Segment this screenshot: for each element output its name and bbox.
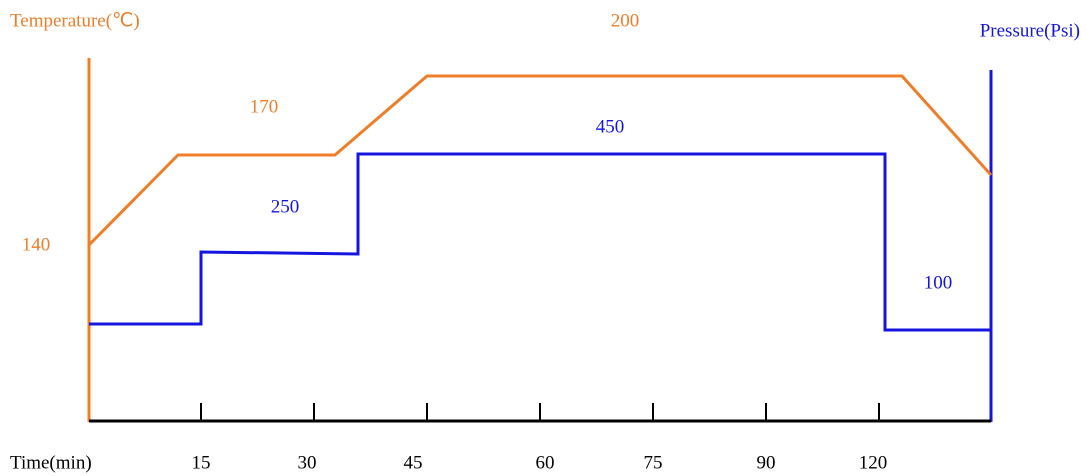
pressure-title: Pressure(Psi) xyxy=(980,20,1080,41)
pressure-label: 100 xyxy=(924,272,953,293)
temperature-label: 200 xyxy=(611,10,640,31)
time-title: Time(min) xyxy=(10,452,92,473)
temperature-profile xyxy=(87,74,993,247)
pressure-label: 450 xyxy=(596,116,625,137)
time-label: 15 xyxy=(192,452,211,473)
time-label: 120 xyxy=(859,452,888,473)
temperature-label: 170 xyxy=(250,96,279,117)
time-label: 60 xyxy=(536,452,555,473)
temperature-title: Temperature(℃) xyxy=(10,10,140,31)
pressure-label: 250 xyxy=(271,196,300,217)
axes xyxy=(87,58,993,423)
pressure-profile xyxy=(89,152,991,332)
temperature-label: 140 xyxy=(22,234,51,255)
time-ticks xyxy=(200,403,880,421)
time-label: 90 xyxy=(757,452,776,473)
time-label: 75 xyxy=(644,452,663,473)
time-label: 30 xyxy=(298,452,317,473)
time-label: 45 xyxy=(404,452,423,473)
